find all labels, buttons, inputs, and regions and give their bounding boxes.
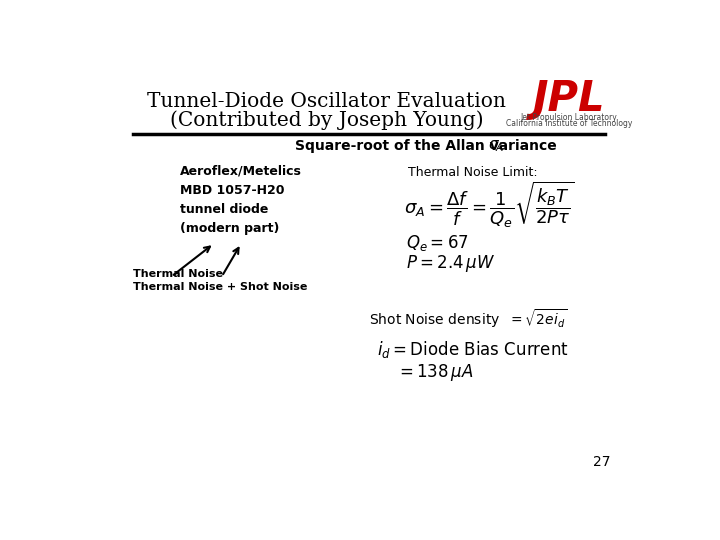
Text: Shot Noise density  $= \sqrt{2ei_{d}}$: Shot Noise density $= \sqrt{2ei_{d}}$ <box>369 308 567 330</box>
Text: $P = 2.4\,\mu W$: $P = 2.4\,\mu W$ <box>406 253 495 274</box>
Text: $\sigma_{A} = \dfrac{\Delta f}{f} = \dfrac{1}{Q_{e}} \sqrt{\dfrac{k_{B}T}{2P\tau: $\sigma_{A} = \dfrac{\Delta f}{f} = \dfr… <box>404 180 575 230</box>
Text: Jet Propulsion Laboratory: Jet Propulsion Laboratory <box>521 113 617 122</box>
Text: 27: 27 <box>593 455 611 469</box>
Text: Square-root of the Allan variance: Square-root of the Allan variance <box>295 139 562 153</box>
Text: Tunnel-Diode Oscillator Evaluation: Tunnel-Diode Oscillator Evaluation <box>147 92 506 111</box>
Text: Thermal Noise Limit:: Thermal Noise Limit: <box>408 166 537 179</box>
Text: Thermal Noise + Shot Noise: Thermal Noise + Shot Noise <box>133 281 307 292</box>
Text: Aeroflex/Metelics
MBD 1057-H20
tunnel diode
(modern part): Aeroflex/Metelics MBD 1057-H20 tunnel di… <box>180 165 302 234</box>
Text: Thermal Noise: Thermal Noise <box>133 269 223 279</box>
Text: California Institute of Technology: California Institute of Technology <box>505 119 632 128</box>
Text: $= 138\,\mu A$: $= 138\,\mu A$ <box>396 362 474 383</box>
Text: JPL: JPL <box>533 78 606 120</box>
Text: (Contributed by Joseph Young): (Contributed by Joseph Young) <box>170 110 483 130</box>
Text: $Q_{e} = 67$: $Q_{e} = 67$ <box>406 233 469 253</box>
Text: $\sigma_{\!A}$: $\sigma_{\!A}$ <box>487 139 504 154</box>
Text: $i_{d} = \mathrm{Diode\ Bias\ Current}$: $i_{d} = \mathrm{Diode\ Bias\ Current}$ <box>377 339 568 360</box>
